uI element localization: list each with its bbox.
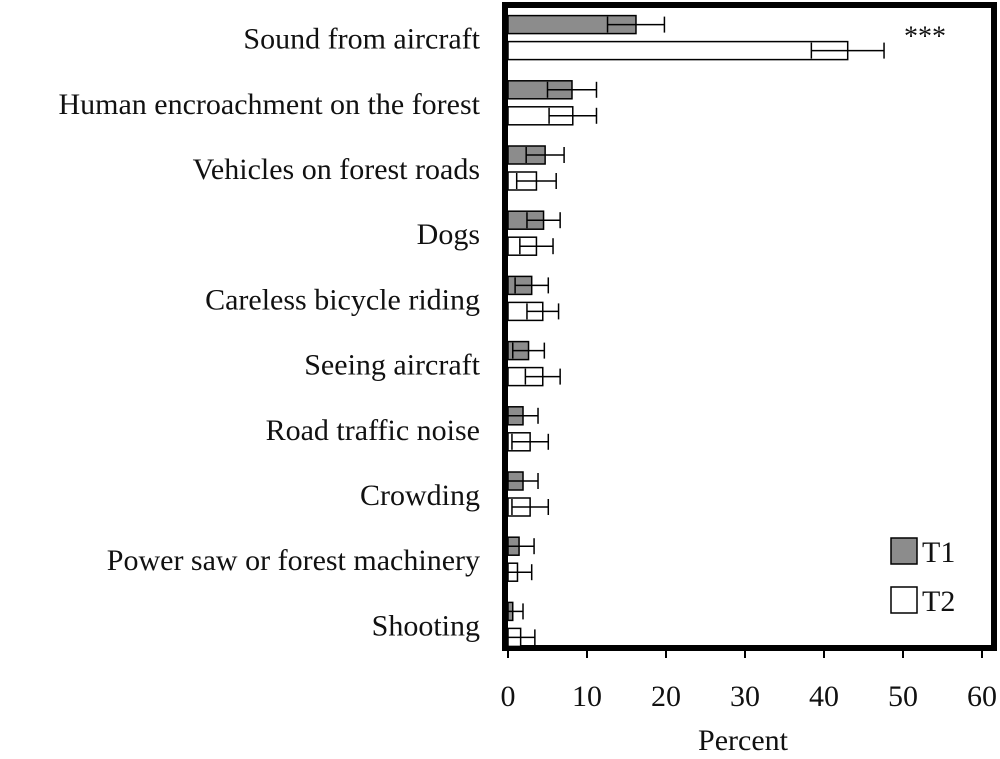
x-tick-label: 20 bbox=[651, 680, 681, 713]
legend-swatch-t1 bbox=[890, 537, 918, 565]
category-label: Power saw or forest machinery bbox=[107, 544, 480, 577]
category-label: Dogs bbox=[417, 218, 480, 251]
x-axis-title: Percent bbox=[698, 724, 789, 754]
bars-layer: *** bbox=[507, 14, 946, 648]
category-label: Seeing aircraft bbox=[304, 349, 480, 382]
legend-label-t1: T1 bbox=[922, 536, 955, 569]
x-axis: 0 10 20 30 40 50 60 bbox=[501, 648, 997, 713]
category-label: Human encroachment on the forest bbox=[58, 88, 480, 121]
plot-frame bbox=[502, 2, 997, 651]
x-tick-label: 40 bbox=[809, 680, 839, 713]
category-label: Careless bicycle riding bbox=[205, 283, 480, 316]
category-labels: Sound from aircraft Human encroachment on… bbox=[58, 23, 480, 643]
x-tick-label: 60 bbox=[967, 680, 997, 713]
legend-swatch-t2 bbox=[890, 586, 918, 614]
category-label: Sound from aircraft bbox=[243, 23, 480, 56]
category-label: Crowding bbox=[360, 479, 480, 512]
category-label: Vehicles on forest roads bbox=[193, 153, 480, 186]
x-tick-label: 30 bbox=[730, 680, 760, 713]
category-label: Shooting bbox=[372, 609, 480, 642]
significance-marker: *** bbox=[904, 22, 946, 53]
x-tick-label: 50 bbox=[888, 680, 918, 713]
x-tick-label: 0 bbox=[501, 680, 516, 713]
category-label: Road traffic noise bbox=[266, 414, 480, 447]
bar-t2 bbox=[507, 40, 849, 61]
x-tick-label: 10 bbox=[572, 680, 602, 713]
legend-label-t2: T2 bbox=[922, 585, 955, 618]
